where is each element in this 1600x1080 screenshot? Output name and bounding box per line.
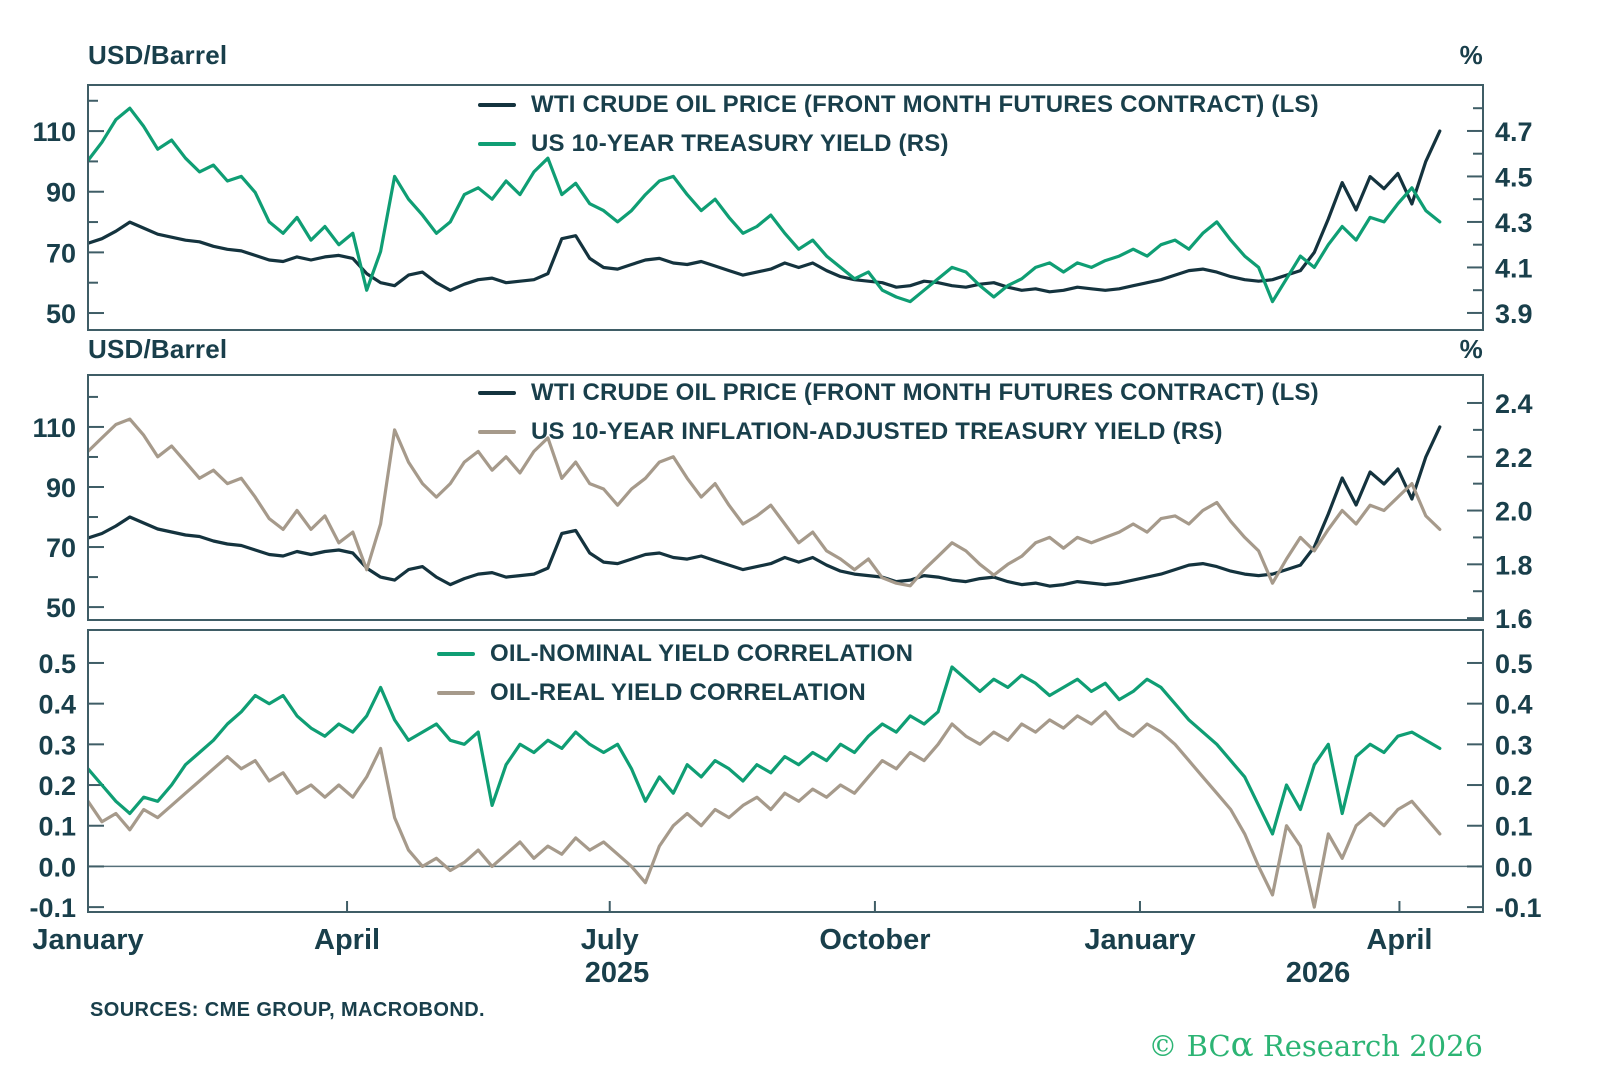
legend-item-wti: WTI CRUDE OIL PRICE (FRONT MONTH FUTURES… — [478, 379, 1319, 407]
series-line-wti — [89, 129, 1442, 294]
y-tick-label: 90 — [46, 178, 76, 208]
series-line-real_yield — [89, 417, 1442, 588]
x-axis-year-label: 2026 — [1285, 957, 1351, 989]
wti-line-swatch — [478, 103, 516, 107]
nominal-correlation-line-swatch — [437, 652, 475, 656]
y-tick-label: -0.1 — [1495, 893, 1542, 923]
panel-border — [87, 374, 1484, 621]
y-tick-label: 2.0 — [1495, 497, 1533, 527]
series-line-corr_real — [89, 710, 1442, 909]
y-tick-label: 0.5 — [1495, 649, 1533, 679]
y-tick-label: 110 — [32, 413, 76, 443]
wti-line-swatch — [478, 391, 516, 395]
legend-label: WTI CRUDE OIL PRICE (FRONT MONTH FUTURES… — [531, 379, 1319, 406]
logo-text: Research 2026 — [1253, 1029, 1483, 1063]
real-yield-line-swatch — [478, 430, 516, 434]
y-tick-label: 4.1 — [1495, 253, 1533, 283]
legend-label: OIL-REAL YIELD CORRELATION — [490, 679, 866, 706]
legend-item-real-yield: US 10-YEAR INFLATION-ADJUSTED TREASURY Y… — [478, 418, 1319, 446]
y-tick-label: 2.4 — [1495, 389, 1533, 419]
x-axis-month-label: January — [1084, 924, 1196, 956]
x-axis-month-label: January — [32, 924, 144, 956]
y-tick-label: 3.9 — [1495, 299, 1533, 329]
logo-text: © BC — [1148, 1029, 1231, 1063]
panel1-legend: WTI CRUDE OIL PRICE (FRONT MONTH FUTURES… — [478, 91, 1319, 158]
panel1-left-unit-label: USD/Barrel — [88, 40, 228, 70]
y-tick-label: -0.1 — [29, 893, 76, 923]
panel2-right-unit-label: % — [1459, 334, 1483, 364]
y-tick-label: 50 — [46, 299, 76, 329]
y-tick-label: 0.2 — [1495, 771, 1533, 801]
panel3-legend: OIL-NOMINAL YIELD CORRELATION OIL-REAL Y… — [437, 640, 913, 707]
legend-item-oil-nominal-correlation: OIL-NOMINAL YIELD CORRELATION — [437, 640, 913, 668]
x-axis-year-label: 2025 — [584, 957, 650, 989]
legend-item-nominal-yield: US 10-YEAR TREASURY YIELD (RS) — [478, 130, 1319, 158]
legend-label: WTI CRUDE OIL PRICE (FRONT MONTH FUTURES… — [531, 91, 1319, 118]
y-tick-label: 2.2 — [1495, 443, 1533, 473]
x-axis-month-label: April — [314, 924, 381, 956]
legend-label: OIL-NOMINAL YIELD CORRELATION — [490, 640, 914, 667]
y-tick-label: 4.7 — [1495, 117, 1533, 147]
series-line-wti — [89, 425, 1442, 588]
y-tick-label: 70 — [46, 533, 76, 563]
bca-research-logo: © BCα Research 2026 — [1148, 1028, 1483, 1063]
legend-label: US 10-YEAR INFLATION-ADJUSTED TREASURY Y… — [531, 418, 1223, 445]
panel2-left-unit-label: USD/Barrel — [88, 334, 228, 364]
y-tick-label: 0.2 — [38, 771, 76, 801]
panel2-legend: WTI CRUDE OIL PRICE (FRONT MONTH FUTURES… — [478, 379, 1319, 446]
y-tick-label: 50 — [46, 593, 76, 623]
y-tick-label: 0.0 — [1495, 852, 1533, 882]
y-tick-label: 110 — [32, 117, 76, 147]
series-line-corr_nominal — [89, 665, 1442, 836]
real-correlation-line-swatch — [437, 691, 475, 695]
y-tick-label: 0.3 — [1495, 730, 1533, 760]
legend-item-oil-real-correlation: OIL-REAL YIELD CORRELATION — [437, 679, 913, 707]
y-tick-label: 0.5 — [38, 649, 76, 679]
y-tick-label: 90 — [46, 473, 76, 503]
y-tick-label: 1.6 — [1495, 604, 1533, 634]
y-tick-label: 0.4 — [38, 690, 76, 720]
legend-item-wti: WTI CRUDE OIL PRICE (FRONT MONTH FUTURES… — [478, 91, 1319, 119]
y-tick-label: 0.3 — [38, 730, 76, 760]
logo-alpha-glyph: α — [1230, 1025, 1254, 1065]
panel-border — [87, 84, 1484, 331]
x-axis-month-label: April — [1366, 924, 1433, 956]
nominal-yield-line-swatch — [478, 142, 516, 146]
y-tick-label: 70 — [46, 238, 76, 268]
panel1-right-unit-label: % — [1459, 40, 1483, 70]
series-line-nominal_yield — [89, 106, 1442, 304]
y-tick-label: 4.3 — [1495, 208, 1533, 238]
y-tick-label: 0.1 — [38, 812, 76, 842]
y-tick-label: 0.4 — [1495, 690, 1533, 720]
sources-note: SOURCES: CME GROUP, MACROBOND. — [90, 999, 485, 1021]
y-tick-label: 1.8 — [1495, 550, 1533, 580]
legend-label: US 10-YEAR TREASURY YIELD (RS) — [531, 130, 949, 157]
y-tick-label: 4.5 — [1495, 162, 1533, 192]
panel-border — [87, 629, 1484, 913]
x-axis-month-label: July — [580, 924, 639, 956]
y-tick-label: 0.0 — [38, 852, 76, 882]
y-tick-label: 0.1 — [1495, 812, 1533, 842]
x-axis-month-label: October — [819, 924, 931, 956]
